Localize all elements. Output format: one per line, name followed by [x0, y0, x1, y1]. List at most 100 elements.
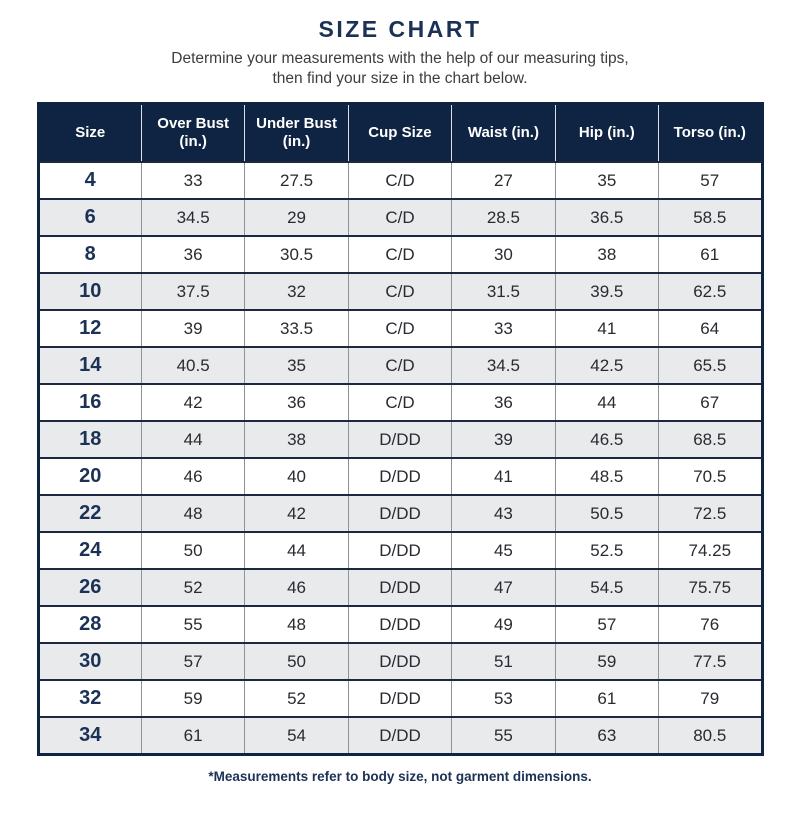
size-cell: 24 [38, 531, 142, 569]
value-cell: C/D [347, 235, 452, 273]
size-cell: 6 [38, 198, 142, 236]
value-cell: D/DD [347, 605, 452, 643]
value-cell: 27 [451, 161, 556, 199]
value-cell: C/D [347, 309, 452, 347]
size-cell: 34 [38, 716, 142, 755]
value-cell: 53 [451, 679, 556, 717]
value-cell: 44 [554, 383, 659, 421]
value-cell: 74.25 [658, 531, 762, 569]
value-cell: 39 [451, 420, 556, 458]
value-cell: 41 [451, 457, 556, 495]
value-cell: D/DD [347, 531, 452, 569]
value-cell: C/D [347, 272, 452, 310]
value-cell: D/DD [347, 642, 452, 680]
value-cell: 30.5 [244, 235, 349, 273]
value-cell: 44 [244, 531, 349, 569]
size-cell: 16 [38, 383, 142, 421]
table-row: 26 52 46 D/DD 47 54.5 75.75 [38, 568, 762, 606]
table-row: 4 33 27.5 C/D 27 35 57 [38, 161, 762, 199]
value-cell: D/DD [347, 494, 452, 532]
value-cell: 36.5 [554, 198, 659, 236]
value-cell: C/D [347, 346, 452, 384]
value-cell: 61 [658, 235, 762, 273]
value-cell: C/D [347, 383, 452, 421]
size-cell: 12 [38, 309, 142, 347]
value-cell: 75.75 [658, 568, 762, 606]
value-cell: 36 [140, 235, 245, 273]
value-cell: 64 [658, 309, 762, 347]
value-cell: 65.5 [658, 346, 762, 384]
size-cell: 4 [38, 161, 142, 199]
value-cell: 34.5 [140, 198, 245, 236]
size-cell: 10 [38, 272, 142, 310]
header-size: Size [38, 103, 142, 162]
value-cell: 52.5 [554, 531, 659, 569]
table-row: 22 48 42 D/DD 43 50.5 72.5 [38, 494, 762, 532]
value-cell: 38 [554, 235, 659, 273]
header-under-bust: Under Bust (in.) [244, 103, 349, 162]
header-waist: Waist (in.) [451, 103, 556, 162]
value-cell: 42.5 [554, 346, 659, 384]
value-cell: 44 [140, 420, 245, 458]
value-cell: 47 [451, 568, 556, 606]
value-cell: 50 [140, 531, 245, 569]
header-over-bust: Over Bust (in.) [140, 103, 245, 162]
value-cell: 40.5 [140, 346, 245, 384]
value-cell: 28.5 [451, 198, 556, 236]
table-row: 8 36 30.5 C/D 30 38 61 [38, 235, 762, 273]
value-cell: 29 [244, 198, 349, 236]
subtitle-line-1: Determine your measurements with the hel… [171, 50, 629, 67]
size-chart-table: Size Over Bust (in.) Under Bust (in.) Cu… [36, 102, 764, 756]
value-cell: 34.5 [451, 346, 556, 384]
value-cell: 76 [658, 605, 762, 643]
table-row: 18 44 38 D/DD 39 46.5 68.5 [38, 420, 762, 458]
size-cell: 28 [38, 605, 142, 643]
value-cell: 35 [554, 161, 659, 199]
value-cell: 77.5 [658, 642, 762, 680]
value-cell: 79 [658, 679, 762, 717]
value-cell: 33.5 [244, 309, 349, 347]
value-cell: 36 [244, 383, 349, 421]
value-cell: 72.5 [658, 494, 762, 532]
value-cell: 63 [554, 716, 659, 755]
value-cell: 61 [140, 716, 245, 755]
table-row: 14 40.5 35 C/D 34.5 42.5 65.5 [38, 346, 762, 384]
table-row: 28 55 48 D/DD 49 57 76 [38, 605, 762, 643]
value-cell: 55 [451, 716, 556, 755]
value-cell: 58.5 [658, 198, 762, 236]
header-row: Size Over Bust (in.) Under Bust (in.) Cu… [38, 103, 762, 162]
value-cell: 42 [244, 494, 349, 532]
value-cell: 54.5 [554, 568, 659, 606]
table-row: 20 46 40 D/DD 41 48.5 70.5 [38, 457, 762, 495]
value-cell: 52 [244, 679, 349, 717]
value-cell: 51 [451, 642, 556, 680]
value-cell: 57 [140, 642, 245, 680]
value-cell: D/DD [347, 716, 452, 755]
value-cell: 62.5 [658, 272, 762, 310]
value-cell: 57 [658, 161, 762, 199]
value-cell: 31.5 [451, 272, 556, 310]
value-cell: 48 [244, 605, 349, 643]
value-cell: 52 [140, 568, 245, 606]
value-cell: 41 [554, 309, 659, 347]
subtitle-line-2: then find your size in the chart below. [272, 70, 528, 87]
value-cell: 38 [244, 420, 349, 458]
value-cell: 36 [451, 383, 556, 421]
value-cell: 70.5 [658, 457, 762, 495]
size-cell: 20 [38, 457, 142, 495]
table-row: 10 37.5 32 C/D 31.5 39.5 62.5 [38, 272, 762, 310]
value-cell: 32 [244, 272, 349, 310]
table-row: 6 34.5 29 C/D 28.5 36.5 58.5 [38, 198, 762, 236]
footnote: *Measurements refer to body size, not ga… [208, 769, 592, 784]
header-hip: Hip (in.) [554, 103, 659, 162]
value-cell: 48 [140, 494, 245, 532]
value-cell: D/DD [347, 568, 452, 606]
value-cell: 46.5 [554, 420, 659, 458]
value-cell: 45 [451, 531, 556, 569]
value-cell: 68.5 [658, 420, 762, 458]
value-cell: 35 [244, 346, 349, 384]
value-cell: 33 [140, 161, 245, 199]
value-cell: 61 [554, 679, 659, 717]
value-cell: D/DD [347, 457, 452, 495]
value-cell: 27.5 [244, 161, 349, 199]
